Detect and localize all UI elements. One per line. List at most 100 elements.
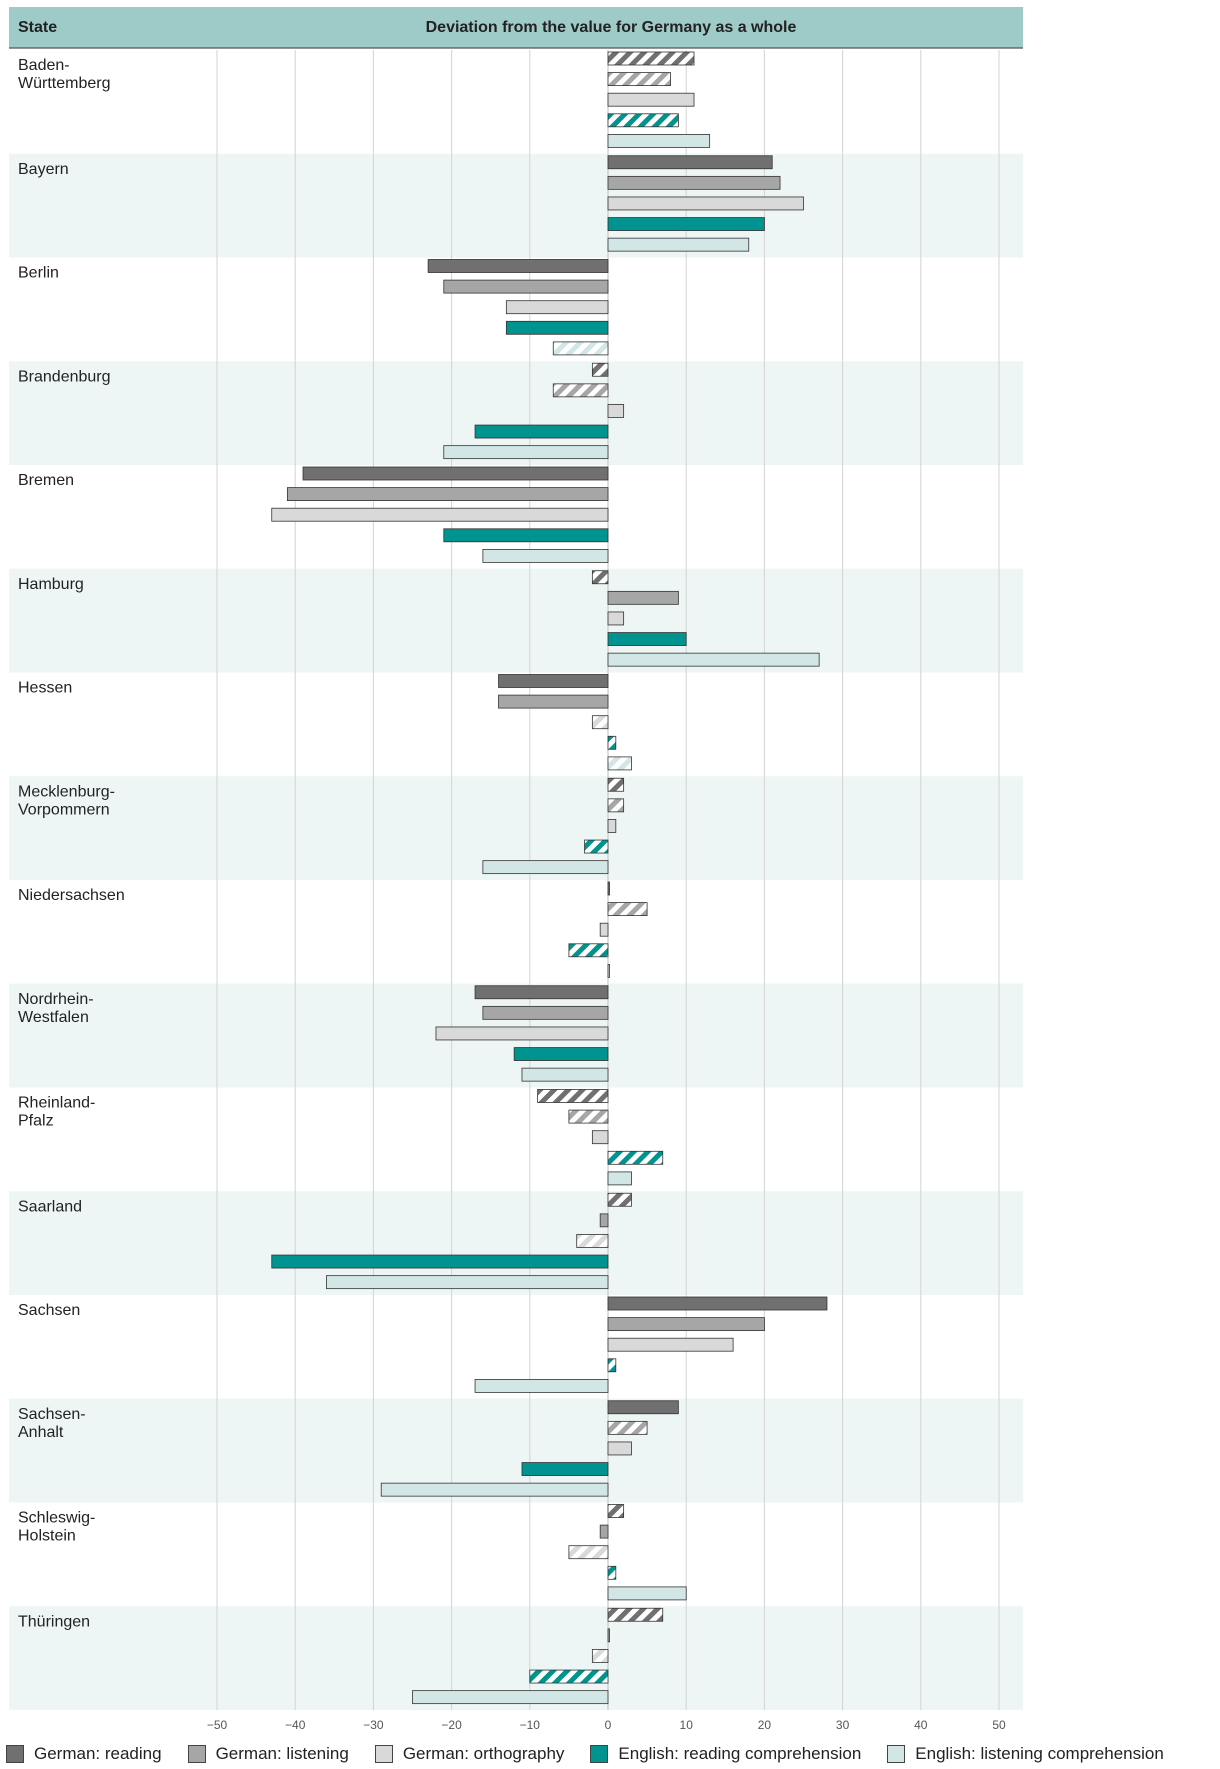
tick-label: 20	[758, 1718, 772, 1732]
state-label: Brandenburg	[18, 368, 111, 385]
bar	[607, 819, 617, 833]
bar	[505, 320, 609, 335]
bar	[607, 1504, 625, 1518]
bar	[443, 528, 609, 543]
bar	[435, 1026, 609, 1041]
tick-label: −10	[520, 1718, 541, 1732]
bar	[607, 632, 687, 646]
state-label: Baden-	[18, 57, 70, 74]
bar	[474, 1379, 609, 1393]
bar	[607, 590, 679, 605]
bar	[607, 133, 711, 148]
bar	[607, 113, 679, 128]
bar	[498, 674, 609, 688]
bar	[607, 155, 773, 170]
bar	[607, 1628, 610, 1643]
state-labels: Baden-Württemberg Bayern Berlin Brandenburg…	[18, 57, 125, 1630]
tick-label: 50	[992, 1718, 1006, 1732]
legend-label: German: listening	[215, 1744, 349, 1763]
state-label: Mecklenburg-	[18, 783, 115, 800]
legend-item: German: listening	[187, 1744, 349, 1764]
bar	[568, 1545, 609, 1560]
bar	[607, 217, 765, 231]
bar	[576, 1234, 609, 1248]
bar	[568, 943, 609, 958]
legend-swatch	[374, 1745, 393, 1763]
bar	[427, 259, 609, 273]
bar	[607, 611, 625, 626]
state-label: Rheinland-	[18, 1095, 95, 1112]
state-label: Pfalz	[18, 1113, 54, 1130]
bar	[498, 694, 609, 709]
bar	[607, 1358, 617, 1373]
state-label: Hessen	[18, 680, 72, 697]
legend-item: English: listening comprehension	[887, 1744, 1164, 1764]
state-label: Nordrhein-	[18, 991, 94, 1008]
bar	[412, 1690, 609, 1705]
row-band	[9, 153, 1023, 258]
bar	[286, 487, 609, 502]
tick-label: 10	[680, 1718, 694, 1732]
bar	[443, 445, 609, 460]
legend-label: German: reading	[34, 1744, 162, 1763]
state-label: Bremen	[18, 472, 74, 489]
legend-item: German: reading	[6, 1744, 162, 1764]
state-label: Thüringen	[18, 1613, 90, 1630]
state-label: Vorpommern	[18, 801, 110, 818]
bar	[607, 1150, 664, 1165]
tick-label: 0	[605, 1718, 612, 1732]
state-label: Westfalen	[18, 1009, 89, 1026]
bar	[607, 404, 625, 418]
bar	[591, 715, 609, 730]
bar	[552, 383, 609, 398]
header-state: State	[18, 19, 57, 36]
bar	[513, 1047, 609, 1061]
bar	[505, 300, 609, 315]
bar	[537, 1089, 609, 1103]
legend-label: German: orthography	[402, 1744, 565, 1763]
legend-item: English: reading comprehension	[590, 1744, 861, 1764]
tick-label: 40	[914, 1718, 928, 1732]
bar	[607, 1586, 687, 1601]
bar	[568, 1109, 609, 1124]
bar	[521, 1462, 609, 1476]
state-label: Bayern	[18, 161, 69, 178]
bar	[552, 341, 609, 356]
bar	[607, 1400, 679, 1415]
header-deviation: Deviation from the value for Germany as …	[426, 19, 797, 36]
bar	[599, 922, 609, 937]
bar	[271, 1254, 609, 1269]
bar	[607, 196, 804, 211]
state-label: Württemberg	[18, 75, 110, 92]
bar	[607, 777, 625, 792]
bar	[607, 1607, 664, 1622]
bar	[607, 1441, 632, 1456]
legend-swatch	[590, 1745, 609, 1763]
bar	[482, 1005, 609, 1020]
bar	[607, 1565, 617, 1580]
bars	[271, 51, 828, 1705]
legend-swatch	[187, 1745, 206, 1763]
row-band	[9, 568, 1023, 673]
bar	[607, 902, 648, 916]
bar	[607, 756, 632, 771]
bar	[474, 985, 609, 1000]
bar	[607, 652, 820, 667]
bar	[591, 362, 609, 377]
bar	[599, 1524, 609, 1539]
bar	[607, 1296, 828, 1311]
bar	[521, 1067, 609, 1082]
row-bands	[9, 153, 1023, 1710]
tick-label: 30	[836, 1718, 850, 1732]
state-label: Sachsen-	[18, 1406, 86, 1423]
bar	[271, 507, 609, 522]
bar	[607, 1317, 765, 1331]
state-label: Hamburg	[18, 576, 84, 593]
state-label: Schleswig-	[18, 1510, 95, 1527]
bar	[607, 1171, 632, 1186]
state-label: Holstein	[18, 1528, 76, 1545]
bar	[607, 1192, 632, 1207]
state-label: Anhalt	[18, 1424, 64, 1441]
state-label: Berlin	[18, 265, 59, 282]
